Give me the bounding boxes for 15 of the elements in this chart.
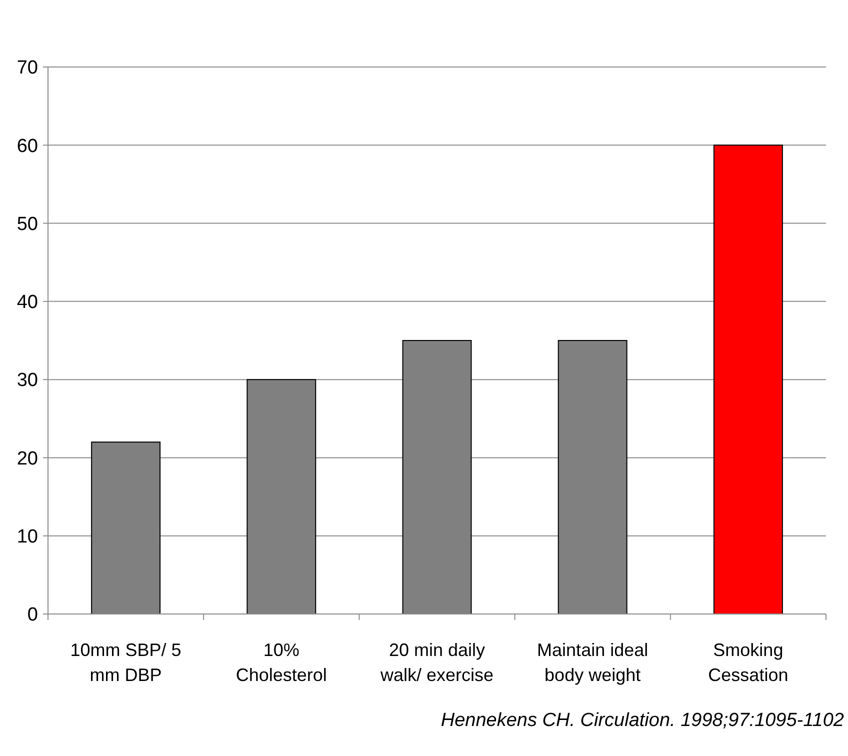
y-tick-label: 40 bbox=[16, 292, 38, 314]
x-tick-label: Smoking Cessation bbox=[708, 640, 788, 685]
y-tick-label: 50 bbox=[16, 214, 38, 235]
y-tick-label: 20 bbox=[16, 448, 38, 470]
y-tick-label: 0 bbox=[27, 604, 38, 626]
x-tick-label: 10mm SBP/ 5 mm DBP bbox=[70, 640, 182, 685]
x-tick-label: 10% Cholesterol bbox=[236, 640, 327, 685]
y-tick-label: 10 bbox=[16, 526, 38, 548]
y-tick-label: 30 bbox=[16, 370, 38, 392]
y-tick-label: 60 bbox=[16, 136, 38, 157]
x-tick-label: Maintain ideal body weight bbox=[537, 640, 648, 685]
bar bbox=[713, 144, 783, 614]
text: Hennekens CH. Circulation. 1998;97:1095-1102 bbox=[440, 710, 844, 731]
x-tick-label: 20 min daily walk/ exercise bbox=[379, 640, 494, 685]
y-tick-label: 70 bbox=[16, 58, 38, 79]
